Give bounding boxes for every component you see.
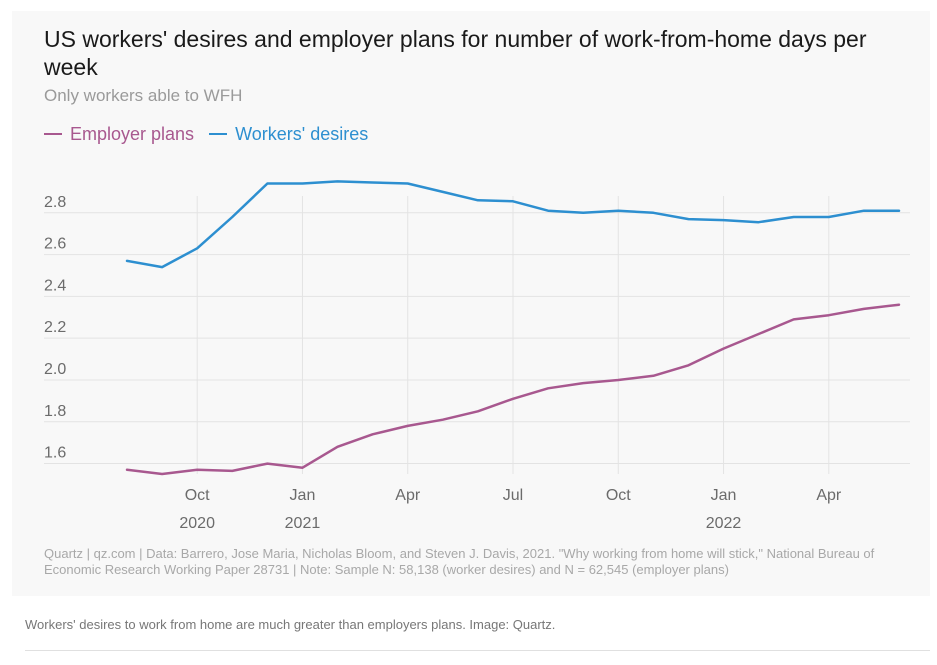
employer-plans-line <box>125 303 901 476</box>
x-tick-year: 2020 <box>179 515 215 532</box>
y-tick-label: 2.4 <box>44 277 66 294</box>
line-chart: 1.6 1.8 2.0 2.2 2.4 2.6 2.8 Oct 2020 Jan 2021 Apr Ju… <box>44 180 910 532</box>
y-tick-label: 2.0 <box>44 361 66 378</box>
y-tick-label: 2.8 <box>44 194 66 211</box>
y-tick-label: 1.8 <box>44 403 66 420</box>
x-tick-month: Jul <box>503 487 523 504</box>
y-tick-label: 2.2 <box>44 319 66 336</box>
legend-label-workers-desires: Workers' desires <box>235 124 369 144</box>
divider <box>25 650 930 651</box>
x-tick-month: Oct <box>185 487 210 504</box>
chart-title: US workers' desires and employer plans f… <box>44 26 867 80</box>
legend-swatch-employer-plans <box>44 133 62 136</box>
y-tick-label: 2.6 <box>44 236 66 253</box>
x-tick-month: Oct <box>606 487 631 504</box>
legend-item-employer-plans: Employer plans <box>44 124 194 145</box>
chart-subtitle: Only workers able to WFH <box>44 86 243 105</box>
x-tick-month: Apr <box>395 487 421 504</box>
legend-item-workers-desires: Workers' desires <box>209 124 368 145</box>
y-tick-label: 1.6 <box>44 445 66 462</box>
image-caption: Workers' desires to work from home are m… <box>25 617 556 632</box>
legend-swatch-workers-desires <box>209 133 228 136</box>
x-tick-month: Apr <box>816 487 842 504</box>
source-note: Quartz | qz.com | Data: Barrero, Jose Ma… <box>44 546 875 577</box>
chart-card: US workers' desires and employer plans f… <box>12 11 930 596</box>
workers-desires-line <box>125 180 901 269</box>
chart-legend: Employer plans Workers' desires <box>44 124 378 145</box>
legend-label-employer-plans: Employer plans <box>70 124 195 144</box>
x-tick-year: 2022 <box>706 515 742 532</box>
x-tick-month: Jan <box>711 487 737 504</box>
x-tick-month: Jan <box>290 487 316 504</box>
x-tick-year: 2021 <box>285 515 321 532</box>
